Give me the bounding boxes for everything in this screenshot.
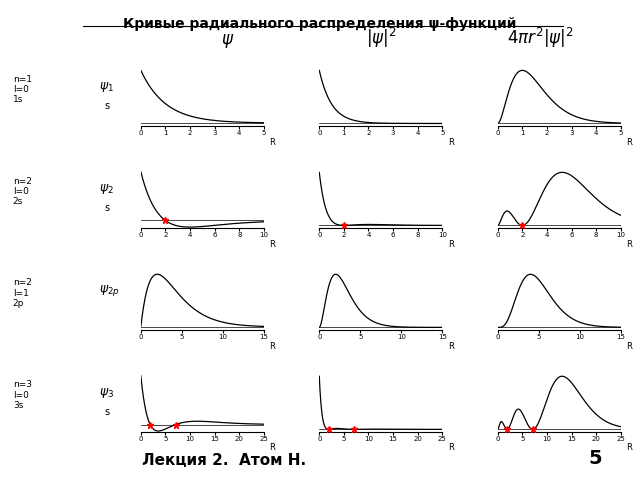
Text: $\psi_2$: $\psi_2$: [99, 182, 114, 196]
Text: n=2
l=0
2s: n=2 l=0 2s: [13, 177, 31, 206]
Text: n=2
l=1
2p: n=2 l=1 2p: [13, 278, 31, 308]
X-axis label: R: R: [448, 138, 454, 146]
Text: $\psi$: $\psi$: [221, 33, 234, 50]
Text: $|\psi|^2$: $|\psi|^2$: [365, 26, 396, 50]
Text: n=1
l=0
1s: n=1 l=0 1s: [13, 74, 32, 104]
Text: $\psi_3$: $\psi_3$: [99, 386, 115, 400]
Text: s: s: [104, 407, 109, 417]
Text: Лекция 2.  Атом Н.: Лекция 2. Атом Н.: [142, 453, 306, 468]
Text: 5: 5: [588, 449, 602, 468]
X-axis label: R: R: [448, 341, 454, 350]
Text: $\psi_{2p}$: $\psi_{2p}$: [99, 284, 120, 299]
X-axis label: R: R: [269, 240, 275, 249]
X-axis label: R: R: [269, 444, 275, 453]
X-axis label: R: R: [627, 138, 632, 146]
Text: $\psi_1$: $\psi_1$: [99, 80, 114, 94]
X-axis label: R: R: [269, 138, 275, 146]
X-axis label: R: R: [627, 240, 632, 249]
Text: s: s: [104, 203, 109, 213]
Text: s: s: [104, 101, 109, 111]
Text: $4\pi r^2|\psi|^2$: $4\pi r^2|\psi|^2$: [508, 26, 574, 50]
Text: Кривые радиального распределения ψ-функций: Кривые радиального распределения ψ-функц…: [124, 17, 516, 31]
Text: n=3
l=0
3s: n=3 l=0 3s: [13, 381, 32, 410]
X-axis label: R: R: [269, 341, 275, 350]
X-axis label: R: R: [448, 444, 454, 453]
X-axis label: R: R: [627, 444, 632, 453]
X-axis label: R: R: [627, 341, 632, 350]
X-axis label: R: R: [448, 240, 454, 249]
